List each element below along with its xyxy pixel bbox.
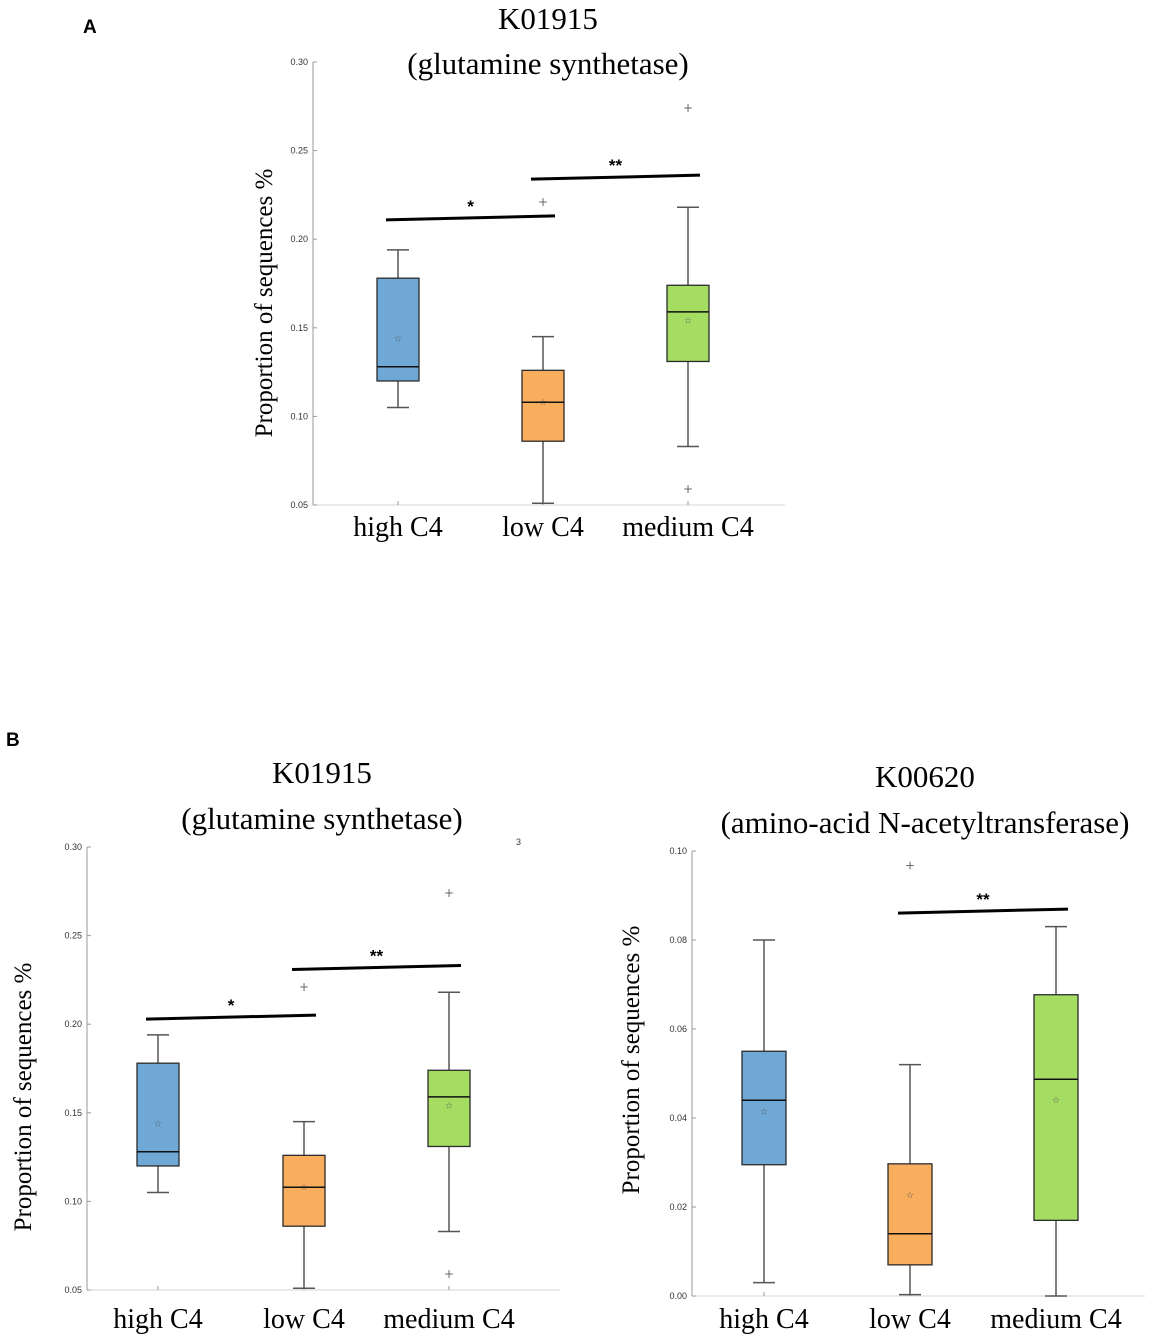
outlier-point: +	[444, 1267, 454, 1281]
stray-mark: 3	[516, 837, 521, 847]
x-category-label: high C4	[719, 1304, 808, 1335]
y-tick-label: 0.30	[290, 57, 308, 67]
y-tick-label: 0.30	[64, 842, 82, 852]
significance-label: *	[467, 197, 474, 216]
significance-label: **	[976, 890, 990, 909]
box-iqr-low-c4	[521, 369, 565, 442]
y-tick-label: 0.02	[669, 1202, 687, 1212]
box-iqr-medium-c4	[1033, 994, 1079, 1221]
y-tick-label: 0.00	[669, 1291, 687, 1301]
chart-a-glutamine-synthetase: K01915 (glutamine synthetase) 0.05 0.10 0.15…	[251, 1, 785, 543]
chart-subtitle: (glutamine synthetase)	[181, 801, 463, 836]
mean-marker: ☆	[300, 1183, 308, 1193]
panel-label-a: A	[83, 17, 97, 38]
chart-title: K00620	[875, 759, 975, 794]
box-iqr-low-c4	[282, 1154, 326, 1227]
mean-marker: ☆	[154, 1119, 162, 1129]
mean-marker: ☆	[684, 317, 692, 327]
box-iqr-high-c4	[741, 1050, 787, 1166]
x-category-label: medium C4	[383, 1304, 514, 1335]
y-tick-label: 0.06	[669, 1024, 687, 1034]
mean-marker: ☆	[1052, 1096, 1060, 1106]
significance-bar	[385, 214, 556, 222]
y-tick-label: 0.15	[290, 323, 308, 333]
chart-b-amino-acid-n-acetyltransferase: K00620 (amino-acid N-acetyltransferase) 0.…	[618, 759, 1145, 1335]
x-category-label: low C4	[263, 1304, 345, 1335]
outlier-point: +	[444, 886, 454, 900]
y-tick-label: 0.20	[64, 1019, 82, 1029]
x-category-label: high C4	[353, 512, 442, 543]
y-axis-label: Proportion of sequences %	[251, 169, 278, 438]
y-tick-label: 0.10	[64, 1196, 82, 1206]
x-category-label: medium C4	[622, 512, 753, 543]
chart-subtitle: (amino-acid N-acetyltransferase)	[721, 805, 1130, 840]
significance-label: *	[228, 996, 235, 1015]
significance-label: **	[609, 156, 623, 175]
mean-marker: ☆	[394, 334, 402, 344]
x-category-label: high C4	[113, 1304, 202, 1335]
mean-marker: ☆	[539, 398, 547, 408]
y-tick-label: 0.08	[669, 935, 687, 945]
y-tick-label: 0.10	[669, 846, 687, 856]
outlier-point: +	[538, 195, 548, 209]
chart-title: K01915	[498, 1, 598, 36]
x-category-label: low C4	[869, 1304, 951, 1335]
significance-bar	[530, 173, 701, 181]
y-axis-label: Proportion of sequences %	[10, 963, 37, 1232]
panel-label-b: B	[6, 730, 20, 751]
y-tick-label: 0.05	[64, 1285, 82, 1295]
y-tick-label: 0.25	[64, 931, 82, 941]
y-tick-label: 0.05	[290, 500, 308, 510]
box-iqr-low-c4	[887, 1163, 933, 1266]
y-tick-label: 0.20	[290, 234, 308, 244]
box-iqr-medium-c4	[427, 1069, 471, 1148]
significance-bar	[145, 1013, 317, 1021]
outlier-point: +	[683, 482, 693, 496]
chart-subtitle: (glutamine synthetase)	[407, 46, 689, 81]
y-axis-label: Proportion of sequences %	[618, 926, 645, 1195]
outlier-point: +	[299, 980, 309, 994]
significance-bar	[291, 963, 462, 971]
outlier-point: +	[683, 101, 693, 115]
mean-marker: ☆	[760, 1107, 768, 1117]
y-tick-label: 0.25	[290, 146, 308, 156]
x-category-label: low C4	[502, 512, 584, 543]
box-iqr-high-c4	[376, 277, 420, 382]
significance-label: **	[370, 946, 384, 965]
y-tick-label: 0.04	[669, 1113, 687, 1123]
x-category-label: medium C4	[990, 1304, 1121, 1335]
mean-marker: ☆	[906, 1191, 914, 1201]
y-tick-label: 0.15	[64, 1108, 82, 1118]
y-tick-label: 0.10	[290, 411, 308, 421]
chart-b-glutamine-synthetase: K01915 (glutamine synthetase) 0.05 0.10 0.15…	[10, 755, 560, 1335]
mean-marker: ☆	[445, 1102, 453, 1112]
box-iqr-medium-c4	[666, 284, 710, 363]
chart-title: K01915	[272, 755, 372, 790]
box-iqr-high-c4	[136, 1062, 180, 1167]
significance-bar	[897, 907, 1069, 915]
outlier-point: +	[905, 859, 915, 873]
